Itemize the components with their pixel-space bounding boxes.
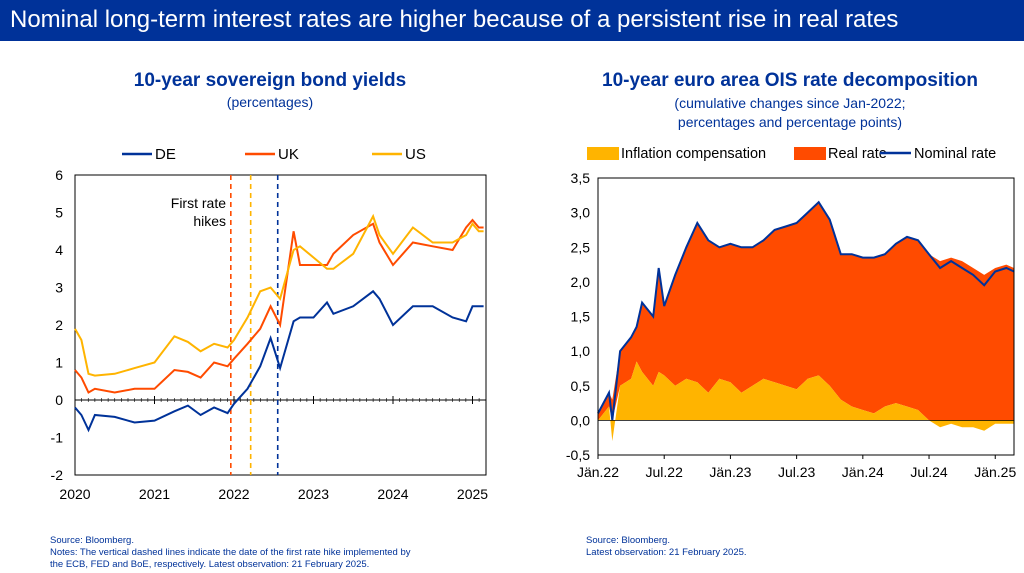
left-y-tick-label: -1	[51, 430, 64, 446]
right-y-tick-label: 3,0	[571, 205, 591, 221]
left-x-tick-label: 2020	[59, 486, 90, 502]
right-chart-subtitle-line2: percentages and percentage points)	[677, 114, 903, 130]
left-legend: DE UK US	[122, 146, 426, 163]
legend-label-inflation-compensation: Inflation compensation	[621, 146, 766, 162]
left-y-tick-label: 1	[55, 355, 63, 371]
right-y-tick-label: 3,5	[571, 170, 591, 186]
left-source: Source: Bloomberg.	[50, 535, 134, 546]
left-chart-title: 10-year sovereign bond yields	[133, 70, 407, 91]
right-y-tick-label: 0,5	[571, 378, 591, 394]
legend-swatch-real-rate	[794, 147, 826, 160]
right-notes: Latest observation: 21 February 2025.	[586, 547, 747, 558]
right-y-tick-label: 0,0	[571, 412, 591, 428]
bond-yields-chart: DE UK US -2 -1 0 1 2 3 4 5 6 2020 2021 2022 2023 2024 20…	[51, 146, 489, 502]
line-series-de	[74, 289, 484, 433]
left-y-tick-label: 5	[55, 205, 63, 221]
legend-label-real-rate: Real rate	[828, 146, 887, 162]
right-y-tick-label: 1,0	[571, 343, 591, 359]
right-x-tick-label: Jän.24	[842, 464, 884, 480]
left-plot-frame	[74, 174, 487, 476]
left-x-tick-label: 2025	[457, 486, 488, 502]
page-title: Nominal long-term interest rates are hig…	[10, 6, 899, 33]
first-rate-hikes-annotation-line1: First rate	[171, 195, 226, 211]
left-y-tick-label: 0	[55, 392, 63, 408]
left-plot-area: -2 -1 0 1 2 3 4 5 6 2020 2021 2022 2023 2024 2025	[51, 167, 489, 502]
left-y-tick-label: 6	[55, 167, 63, 183]
right-x-tick-label: Jän.22	[577, 464, 619, 480]
first-rate-hikes-annotation-line2: hikes	[193, 213, 226, 229]
right-y-tick-label: 1,5	[571, 309, 591, 325]
left-x-tick-label: 2022	[218, 486, 249, 502]
legend-label-de: DE	[155, 146, 176, 163]
right-legend: Inflation compensation Real rate Nominal r…	[587, 146, 996, 162]
right-y-tick-label: 2,0	[571, 274, 591, 290]
left-x-tick-label: 2023	[298, 486, 329, 502]
right-x-tick-label: Jän.23	[709, 464, 751, 480]
left-chart-subtitle: (percentages)	[226, 94, 314, 110]
right-chart-title: 10-year euro area OIS rate decomposition	[602, 70, 978, 91]
right-source: Source: Bloomberg.	[586, 535, 670, 546]
legend-label-uk: UK	[278, 146, 299, 163]
left-x-tick-label: 2024	[377, 486, 408, 502]
right-x-tick-label: Jul.23	[778, 464, 816, 480]
line-series-us	[74, 213, 484, 377]
left-notes-line2: the ECB, FED and BoE, respectively. Late…	[50, 559, 370, 570]
area-series-real-rate	[598, 202, 1014, 421]
left-y-tick-label: -2	[51, 467, 64, 483]
right-y-tick-label: -0,5	[566, 447, 590, 463]
right-x-tick-label: Jul.24	[910, 464, 948, 480]
right-y-tick-label: 2,5	[571, 239, 591, 255]
right-x-tick-label: Jul.22	[646, 464, 684, 480]
legend-swatch-inflation-compensation	[587, 147, 619, 160]
right-chart-subtitle-line1: (cumulative changes since Jan-2022;	[674, 95, 906, 111]
left-y-tick-label: 2	[55, 317, 63, 333]
area-series-inflation-compensation	[598, 361, 1014, 442]
legend-label-nominal-rate: Nominal rate	[914, 146, 996, 162]
left-notes-line1: Notes: The vertical dashed lines indicat…	[50, 547, 411, 558]
right-x-tick-label: Jän.25	[974, 464, 1016, 480]
legend-label-us: US	[405, 146, 426, 163]
right-plot-frame	[597, 177, 1015, 456]
left-y-tick-label: 4	[55, 242, 63, 258]
line-series-nominal-rate	[597, 200, 1015, 421]
ois-decomposition-chart: Inflation compensation Real rate Nominal r…	[566, 146, 1017, 480]
line-series-uk	[74, 218, 484, 394]
left-x-tick-label: 2021	[139, 486, 170, 502]
right-plot-area: -0,5 0,0 0,5 1,0 1,5 2,0 2,5 3,0 3,5 Jän.22 Jul.22…	[566, 170, 1017, 480]
left-y-tick-label: 3	[55, 280, 63, 296]
header-banner: Nominal long-term interest rates are hig…	[0, 0, 1024, 41]
